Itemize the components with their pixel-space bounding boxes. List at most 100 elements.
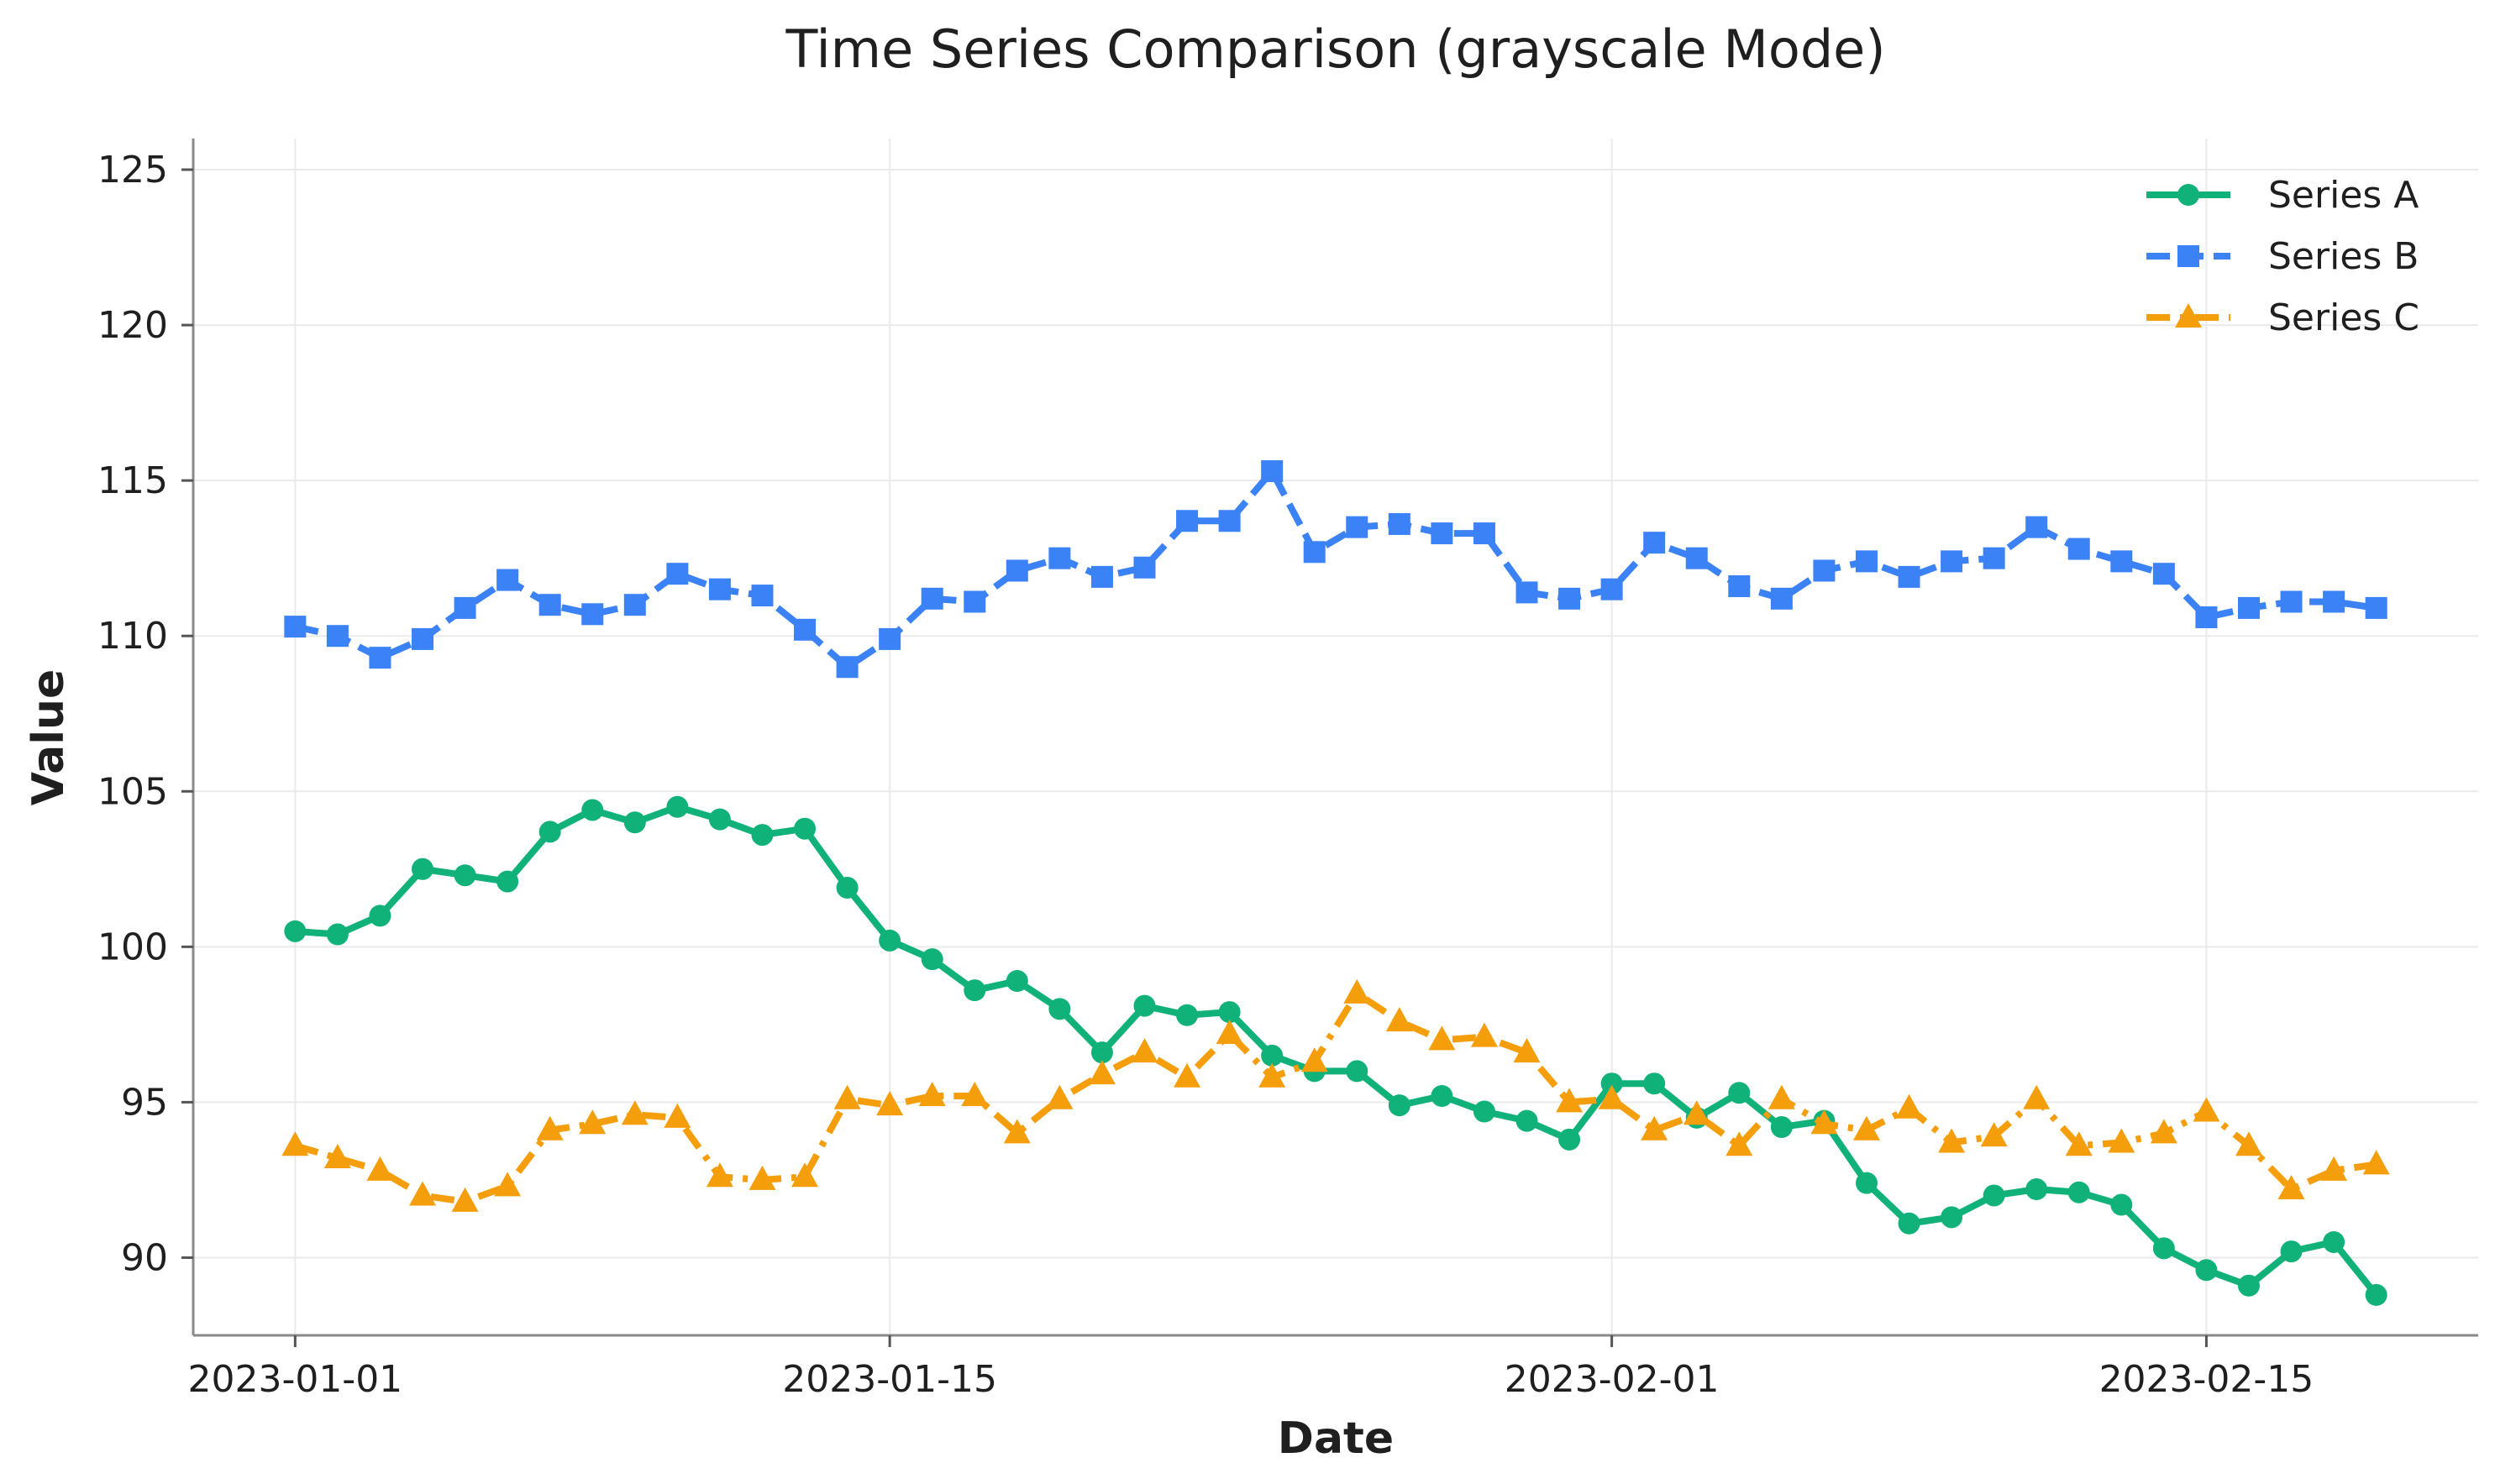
data-point — [1431, 1085, 1453, 1107]
data-point — [1898, 1212, 1920, 1235]
chart-title: Time Series Comparison (grayscale Mode) — [785, 18, 1885, 80]
data-point — [748, 1165, 776, 1190]
data-point — [1388, 1094, 1410, 1117]
data-point — [1895, 1093, 1923, 1119]
data-point — [1770, 587, 1793, 610]
data-point — [964, 590, 986, 613]
data-point — [2067, 1181, 2090, 1203]
data-point — [1983, 1184, 2005, 1207]
data-point — [1473, 1100, 1495, 1123]
data-point — [1728, 574, 1751, 597]
data-point — [1176, 510, 1199, 532]
data-point — [1176, 1004, 1199, 1026]
data-point — [1090, 1041, 1113, 1064]
data-point — [751, 824, 774, 847]
data-point — [879, 929, 901, 952]
data-point — [2195, 606, 2218, 628]
data-point — [2320, 1156, 2348, 1181]
data-point — [1003, 1119, 1031, 1144]
data-point — [2365, 596, 2387, 619]
data-point — [918, 1082, 946, 1106]
data-point — [1261, 1044, 1284, 1067]
data-point — [921, 948, 943, 971]
data-point — [2150, 1119, 2177, 1144]
legend-item: Series A — [2146, 174, 2419, 217]
data-point — [1983, 547, 2005, 569]
data-point — [1470, 1022, 1498, 1047]
data-point — [1218, 510, 1241, 532]
data-point — [1938, 1128, 1966, 1153]
data-point — [1515, 581, 1538, 604]
data-point — [836, 656, 859, 679]
legend-label: Series B — [2268, 235, 2419, 278]
data-point — [323, 1144, 351, 1169]
data-point — [1641, 1115, 1668, 1141]
data-point — [2152, 563, 2175, 585]
y-tick-label: 115 — [97, 459, 168, 502]
x-axis-label: Date — [1278, 1413, 1394, 1464]
data-point — [412, 857, 434, 880]
data-point — [1683, 1100, 1710, 1125]
y-tick-label: 90 — [121, 1236, 168, 1279]
data-point — [623, 811, 646, 834]
data-point — [2365, 1283, 2387, 1306]
data-point — [1346, 516, 1368, 538]
data-point — [2323, 1230, 2345, 1253]
data-point — [1174, 1062, 1201, 1088]
data-point — [1088, 1060, 1116, 1085]
data-point — [454, 864, 476, 887]
data-point — [2025, 516, 2048, 538]
data-point — [1725, 1131, 1753, 1156]
data-point — [538, 594, 561, 616]
data-point — [326, 625, 349, 648]
series-2 — [284, 460, 2387, 679]
legend: Series A Series B Series C — [2146, 174, 2419, 339]
data-point — [1006, 970, 1028, 993]
data-point — [1810, 1109, 1838, 1135]
data-point — [1090, 565, 1113, 588]
y-tick-label: 100 — [97, 926, 168, 968]
data-point — [1558, 1128, 1581, 1151]
data-point — [2362, 1150, 2390, 1175]
x-tick-label: 2023-02-15 — [2099, 1358, 2314, 1401]
legend-item: Series C — [2146, 296, 2419, 339]
data-point — [2195, 1259, 2218, 1282]
data-point — [1768, 1084, 1795, 1109]
data-point — [2237, 596, 2260, 619]
data-point — [1385, 1007, 1413, 1032]
data-point — [1218, 1001, 1241, 1024]
data-point — [1388, 512, 1410, 535]
data-point — [281, 1131, 309, 1156]
legend-marker — [2177, 184, 2199, 206]
data-point — [2065, 1131, 2093, 1156]
y-tick-label: 95 — [121, 1081, 168, 1124]
data-point — [2110, 550, 2133, 573]
data-point — [2323, 590, 2345, 613]
data-point — [1600, 1072, 1623, 1095]
data-point — [536, 1115, 564, 1141]
data-point — [326, 923, 349, 946]
grid — [193, 139, 2478, 1335]
data-point — [836, 877, 859, 899]
data-point — [876, 1091, 904, 1116]
data-point — [1006, 559, 1028, 582]
data-point — [794, 618, 817, 641]
legend-marker — [2177, 245, 2199, 267]
data-point — [2152, 1237, 2175, 1260]
data-point — [369, 647, 391, 669]
data-point — [666, 795, 689, 818]
ticks: 90 95 100 105 110 115 120 125 2023-01-01 2023-01-… — [97, 149, 2314, 1401]
series — [281, 460, 2390, 1306]
y-tick-label: 105 — [97, 770, 168, 813]
x-tick-label: 2023-01-01 — [187, 1358, 402, 1401]
data-point — [794, 817, 817, 840]
data-point — [1048, 547, 1071, 569]
data-point — [1428, 1025, 1456, 1051]
data-point — [708, 578, 731, 600]
data-point — [2235, 1131, 2262, 1156]
data-point — [964, 979, 986, 1002]
data-point — [1513, 1038, 1541, 1063]
y-tick-label: 125 — [97, 149, 168, 191]
data-point — [1855, 1172, 1878, 1194]
legend-label: Series C — [2268, 296, 2419, 339]
